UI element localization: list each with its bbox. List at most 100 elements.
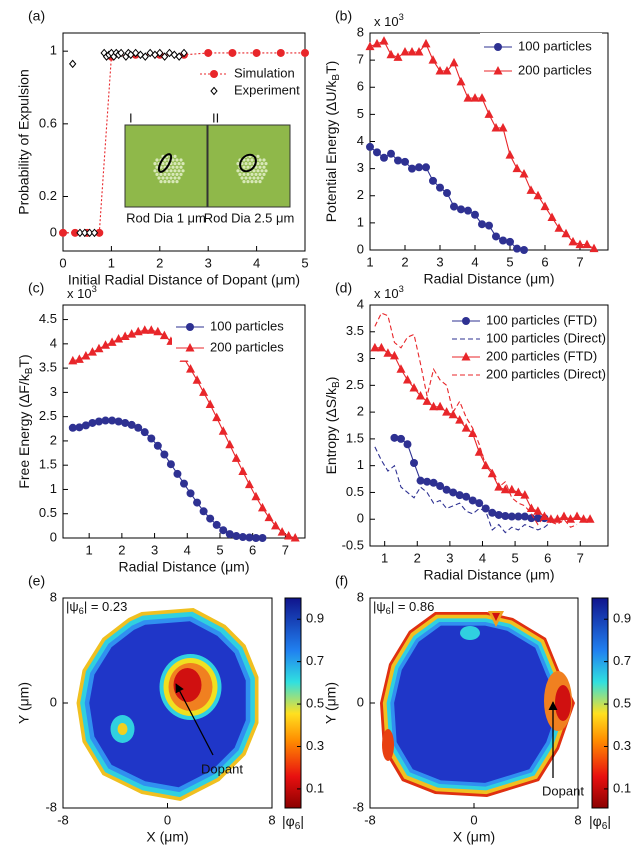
colorbar-tick-label: 0.7 — [613, 653, 631, 668]
legend-marker — [494, 43, 502, 51]
data-point — [436, 183, 444, 192]
data-point — [376, 342, 386, 352]
data-point — [435, 65, 445, 75]
inset-particle — [256, 154, 260, 158]
inset-particle — [175, 172, 179, 176]
data-point — [140, 428, 149, 437]
data-point — [409, 383, 419, 392]
text-part: Free Energy (ΔF/k — [16, 373, 32, 488]
data-point — [415, 163, 423, 172]
x-tick-label: 3 — [205, 255, 212, 270]
text-part: 3 — [399, 12, 404, 22]
x-tick-label: 6 — [544, 550, 551, 565]
inset-particle — [161, 162, 165, 166]
x-tick-label: 6 — [249, 542, 256, 557]
y-axis-label: Entropy (ΔS/kB) — [323, 377, 342, 475]
data-point — [365, 41, 375, 51]
data-point — [478, 220, 486, 229]
inset-particle — [153, 169, 157, 173]
data-point — [88, 418, 97, 427]
inset-particle — [260, 162, 264, 166]
inset-caption: Rod Dia 2.5 μm — [204, 210, 295, 225]
data-point — [228, 48, 237, 57]
colorbar — [591, 597, 609, 809]
data-point — [390, 433, 399, 442]
data-point — [206, 514, 215, 523]
data-point — [166, 460, 175, 469]
x-tick-label: 5 — [511, 550, 518, 565]
data-point — [575, 239, 585, 249]
y-tick-label: 0 — [50, 529, 57, 544]
data-point — [491, 122, 501, 132]
data-point — [585, 514, 595, 523]
text-part: |φ — [589, 813, 602, 829]
data-point — [507, 484, 517, 494]
data-point — [85, 228, 94, 238]
inset-particle — [177, 176, 181, 180]
data-point — [101, 340, 111, 349]
text-part: B — [331, 381, 342, 388]
data-point — [475, 499, 484, 508]
axis-scale: x 103 — [374, 12, 404, 29]
text-part: 6 — [79, 606, 84, 616]
inset-particle — [155, 172, 159, 176]
x-tick-label: 3 — [151, 542, 158, 557]
x-tick-label: 7 — [282, 542, 289, 557]
heatmap-region — [76, 608, 259, 801]
y-tick-label: 3 — [357, 160, 364, 175]
inset-particle — [159, 172, 163, 176]
data-point — [448, 409, 458, 419]
x-tick-label: 8 — [574, 812, 581, 827]
plot-frame — [369, 597, 579, 809]
x-tick-label: 1 — [108, 255, 115, 270]
x-axis-label: Initial Radial Distance of Dopant (μm) — [68, 272, 300, 288]
legend-label: 200 particles — [210, 339, 284, 354]
inset-particle — [175, 180, 179, 184]
y-tick-label: 2 — [357, 404, 364, 419]
y-tick-label: 1.5 — [39, 457, 57, 472]
text-part: | — [300, 813, 304, 829]
inset-particle — [250, 158, 254, 162]
inset-particle — [260, 176, 264, 180]
data-point — [519, 169, 529, 178]
data-point — [225, 530, 234, 539]
data-point — [526, 503, 536, 513]
y-tick-label: 4 — [357, 133, 364, 148]
inset-rod — [239, 153, 257, 173]
legend-box — [172, 314, 299, 361]
data-point — [455, 415, 465, 424]
y-tick-label: 6 — [357, 79, 364, 94]
y-tick-label: 0.2 — [39, 188, 57, 203]
inset-particle — [246, 180, 250, 184]
data-point — [252, 48, 261, 57]
inset-particle — [169, 169, 173, 173]
data-point — [428, 55, 438, 64]
data-point — [379, 36, 389, 45]
data-point — [199, 387, 209, 396]
data-point — [271, 520, 281, 530]
data-point — [559, 511, 569, 521]
inset-particle — [258, 172, 262, 176]
data-point — [408, 164, 416, 173]
inset-particle — [163, 172, 167, 176]
data-point — [461, 423, 471, 432]
data-point — [173, 469, 182, 478]
x-tick-label: 7 — [577, 550, 584, 565]
inset-particle — [242, 172, 246, 176]
data-point — [505, 150, 515, 159]
y-tick-label: 2.5 — [346, 377, 364, 392]
data-point — [193, 498, 202, 507]
x-tick-label: 5 — [506, 254, 513, 269]
data-point — [471, 210, 479, 219]
x-tick-label: 2 — [414, 550, 421, 565]
data-point — [81, 350, 91, 360]
data-point — [205, 399, 215, 409]
y-tick-label: 1.5 — [346, 430, 364, 445]
y-tick-label: 5 — [357, 106, 364, 121]
panel-label: (c) — [28, 280, 44, 296]
data-point — [101, 416, 110, 425]
data-point — [414, 46, 424, 56]
data-point — [59, 228, 67, 237]
data-point — [422, 396, 432, 405]
data-point — [160, 450, 169, 459]
